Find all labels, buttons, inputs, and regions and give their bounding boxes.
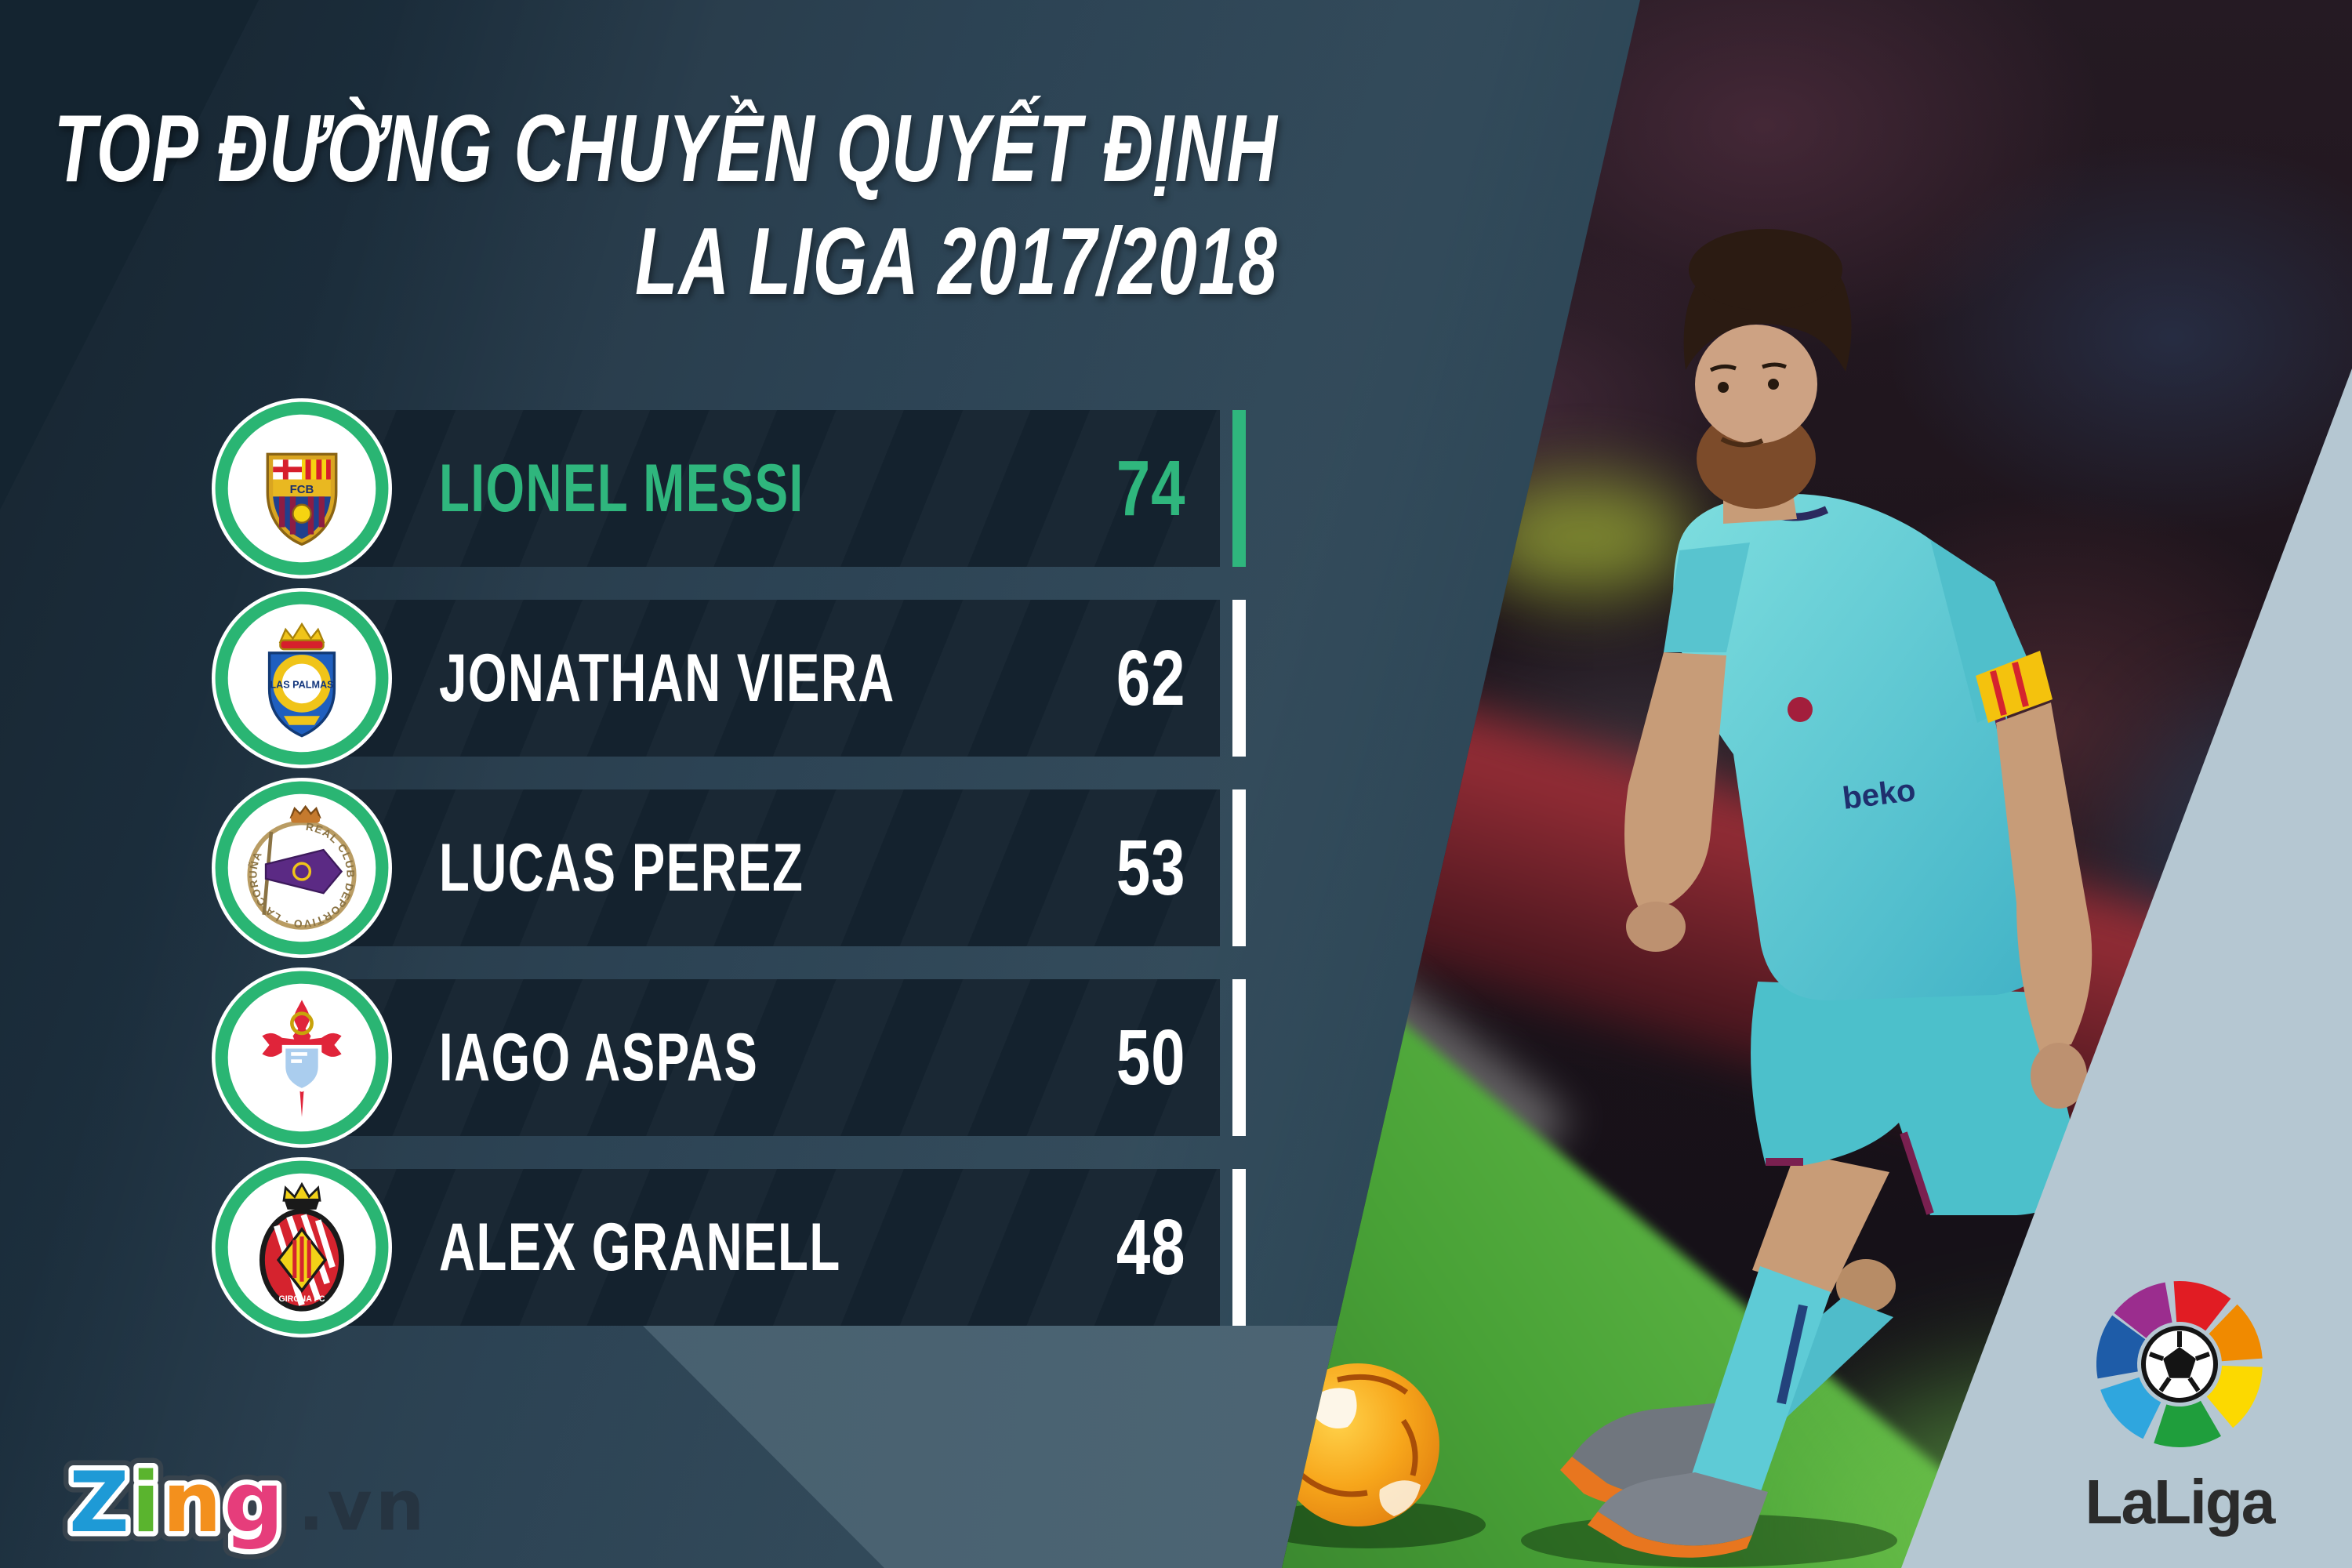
player-name: ALEX GRANELL <box>439 1210 841 1285</box>
table-row-granell: GIRONA FC ALEX GRANELL 48 <box>0 1157 2352 1338</box>
ball-white-patch <box>1379 1480 1421 1516</box>
player-value: 48 <box>1116 1203 1185 1291</box>
player-right-boot-sole <box>1588 1512 1752 1558</box>
player-eyebrows <box>1709 362 1787 372</box>
row-bar <box>270 410 1220 567</box>
table-row-viera: LAS PALMAS JONATHAN VIERA 62 <box>0 588 2352 768</box>
club-crest-on-shirt <box>1788 697 1813 722</box>
player-mouth <box>1720 437 1764 448</box>
svg-text:FCB: FCB <box>290 483 314 496</box>
svg-text:LAS PALMAS: LAS PALMAS <box>270 680 333 691</box>
table-row-aspas: IAGO ASPAS 50 <box>0 967 2352 1148</box>
player-left-forearm <box>1996 702 2092 1052</box>
player-right-thigh <box>1752 1152 1889 1294</box>
zing-vn-logo: Zing Zing Zing .vn <box>59 1446 427 1561</box>
title-line-1: TOP ĐƯỜNG CHUYỀN QUYẾT ĐỊNH <box>53 95 1278 201</box>
player-left-knee <box>1836 1259 1896 1312</box>
player-face <box>1695 325 1817 444</box>
player-value: 53 <box>1116 824 1185 912</box>
player-value: 50 <box>1116 1014 1185 1102</box>
row-accent-bar <box>1232 1169 1246 1326</box>
laliga-logo: LaLiga <box>2062 1262 2297 1537</box>
laliga-swirl-icon <box>2096 1281 2263 1448</box>
player-right-hand <box>1626 902 1686 952</box>
captain-armband <box>1976 651 2053 723</box>
girona-club-badge-icon: GIRONA FC <box>212 1157 392 1338</box>
sock-stripe <box>1777 1304 1808 1405</box>
player-name: LIONEL MESSI <box>439 451 804 526</box>
player-name: LUCAS PEREZ <box>439 830 804 906</box>
table-row-messi: FCB LIONEL MESSI 74 <box>0 398 2352 579</box>
title-line-2: LA LIGA 2017/2018 <box>634 207 1278 314</box>
svg-text:Zing: Zing <box>69 1454 286 1551</box>
row-accent-bar <box>1232 410 1246 567</box>
player-name: IAGO ASPAS <box>439 1020 759 1095</box>
player-right-boot <box>1598 1472 1768 1546</box>
row-bar <box>270 600 1220 757</box>
row-bar <box>270 1169 1220 1326</box>
player-value: 62 <box>1116 634 1185 722</box>
player-eye <box>1718 382 1729 393</box>
row-bar <box>270 979 1220 1136</box>
player-hair-top <box>1689 229 1842 310</box>
svg-text:Zing: Zing <box>69 1454 286 1551</box>
page-title: TOP ĐƯỜNG CHUYỀN QUYẾT ĐỊNH LA LIGA 2017… <box>53 93 1278 318</box>
deportivo-club-badge-icon: REAL CLUB DEPORTIVO · LA CORUÑA <box>212 778 392 958</box>
laliga-wordmark: LaLiga <box>2085 1467 2276 1537</box>
row-accent-bar <box>1232 979 1246 1136</box>
player-right-forearm <box>1624 652 1726 911</box>
player-eye <box>1768 379 1779 390</box>
barcelona-club-badge-icon: FCB <box>212 398 392 579</box>
captain-armband-stripes <box>1990 662 2029 716</box>
laliga-ball-icon <box>2141 1326 2218 1403</box>
table-row-perez: REAL CLUB DEPORTIVO · LA CORUÑA LUCAS PE… <box>0 778 2352 958</box>
svg-text:GIRONA FC: GIRONA FC <box>279 1294 325 1304</box>
row-accent-bar <box>1232 600 1246 757</box>
player-right-sleeve <box>1664 543 1750 652</box>
svg-text:Zing: Zing <box>69 1454 286 1551</box>
player-name: JONATHAN VIERA <box>439 641 895 716</box>
las-palmas-club-badge-icon: LAS PALMAS <box>212 588 392 768</box>
celta-club-badge-icon <box>212 967 392 1148</box>
row-bar <box>270 789 1220 946</box>
player-value: 74 <box>1116 445 1185 532</box>
player-left-hand <box>2031 1043 2087 1109</box>
row-accent-bar <box>1232 789 1246 946</box>
player-shorts <box>1751 982 2079 1215</box>
shorts-trim <box>1766 1131 1934 1215</box>
zing-vn-suffix: .vn <box>298 1465 427 1546</box>
